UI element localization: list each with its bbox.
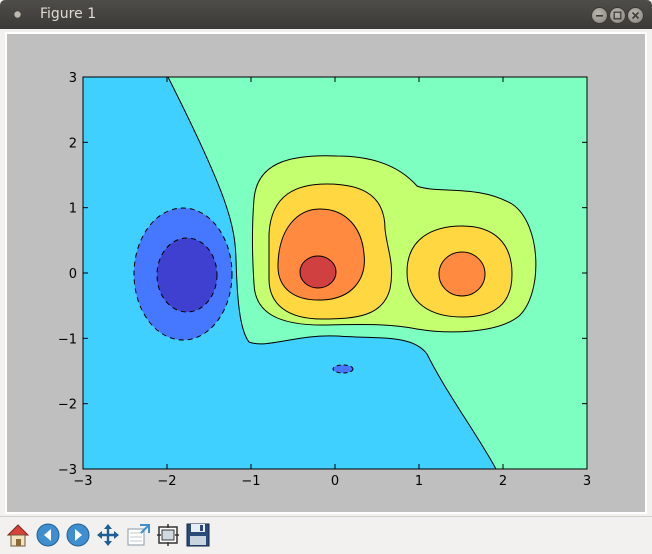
home-icon bbox=[6, 524, 30, 547]
contour-line-negative-small bbox=[332, 364, 354, 374]
y-tick-label: 3 bbox=[69, 71, 77, 86]
contour-line-positive-3-right bbox=[438, 251, 486, 297]
contour-level-negative-inner bbox=[157, 238, 217, 312]
contour-plot[interactable]: −3 −2 −1 0 1 2 3 3 2 1 0 −1 −2 −3 bbox=[7, 34, 645, 512]
floppy-icon bbox=[186, 523, 210, 547]
contour-level-negative-small bbox=[333, 365, 353, 373]
window-titlebar[interactable]: Figure 1 bbox=[0, 0, 652, 29]
zoom-rect-icon bbox=[127, 524, 150, 546]
x-icon bbox=[631, 11, 640, 20]
forward-button[interactable] bbox=[64, 521, 92, 549]
y-tick-label: 1 bbox=[69, 202, 77, 217]
x-tick-label: 2 bbox=[499, 474, 507, 489]
move-icon bbox=[97, 524, 119, 546]
maximize-button[interactable] bbox=[609, 7, 626, 24]
y-tick-label: 2 bbox=[69, 136, 77, 151]
pan-button[interactable] bbox=[94, 521, 122, 549]
contour-line-positive-2-right bbox=[406, 225, 513, 318]
figure-canvas[interactable]: −3 −2 −1 0 1 2 3 3 2 1 0 −1 −2 −3 bbox=[7, 34, 645, 512]
x-tick-label: −2 bbox=[157, 474, 176, 489]
save-button[interactable] bbox=[184, 521, 212, 549]
y-tick-label: 0 bbox=[69, 267, 77, 282]
minus-icon bbox=[596, 15, 603, 17]
contour-line-positive-4 bbox=[299, 255, 337, 289]
contour-line-positive-3-left bbox=[277, 208, 365, 301]
contour-level-positive-3-right bbox=[439, 252, 485, 296]
contour-level-positive-4 bbox=[300, 256, 336, 288]
zoom-button[interactable] bbox=[124, 521, 152, 549]
contour-line-positive-2-left bbox=[268, 183, 393, 320]
navigation-toolbar bbox=[0, 516, 652, 554]
contour-line-negative-inner bbox=[156, 237, 218, 313]
contour-line-zero bbox=[167, 77, 497, 469]
contour-level-positive-3-left bbox=[277, 209, 365, 301]
x-tick-label: 0 bbox=[331, 474, 339, 489]
arrow-left-icon bbox=[36, 523, 60, 547]
back-button[interactable] bbox=[34, 521, 62, 549]
contour-line-negative-outer bbox=[133, 207, 233, 341]
x-axis: −3 −2 −1 0 1 2 3 bbox=[73, 77, 591, 489]
app-menu-icon[interactable] bbox=[13, 10, 22, 19]
close-button[interactable] bbox=[627, 7, 644, 24]
x-tick-label: −3 bbox=[73, 474, 92, 489]
contour-lines-group bbox=[133, 77, 537, 469]
square-icon bbox=[613, 11, 622, 20]
minimize-button[interactable] bbox=[591, 7, 608, 24]
home-button[interactable] bbox=[4, 521, 32, 549]
y-tick-label: −2 bbox=[58, 398, 77, 413]
x-tick-label: 3 bbox=[583, 474, 591, 489]
figure-canvas-frame: −3 −2 −1 0 1 2 3 3 2 1 0 −1 −2 −3 bbox=[5, 32, 647, 514]
x-tick-label: −1 bbox=[241, 474, 260, 489]
window-title: Figure 1 bbox=[40, 6, 97, 22]
x-tick-label: 1 bbox=[415, 474, 423, 489]
contour-fill-group bbox=[83, 77, 587, 469]
contour-line-positive-1 bbox=[252, 155, 537, 333]
y-axis: 3 2 1 0 −1 −2 −3 bbox=[58, 71, 587, 478]
y-tick-label: −1 bbox=[58, 332, 77, 347]
y-tick-label: −3 bbox=[58, 463, 77, 478]
subplots-icon bbox=[157, 524, 179, 546]
subplots-button[interactable] bbox=[154, 521, 182, 549]
arrow-right-icon bbox=[66, 523, 90, 547]
